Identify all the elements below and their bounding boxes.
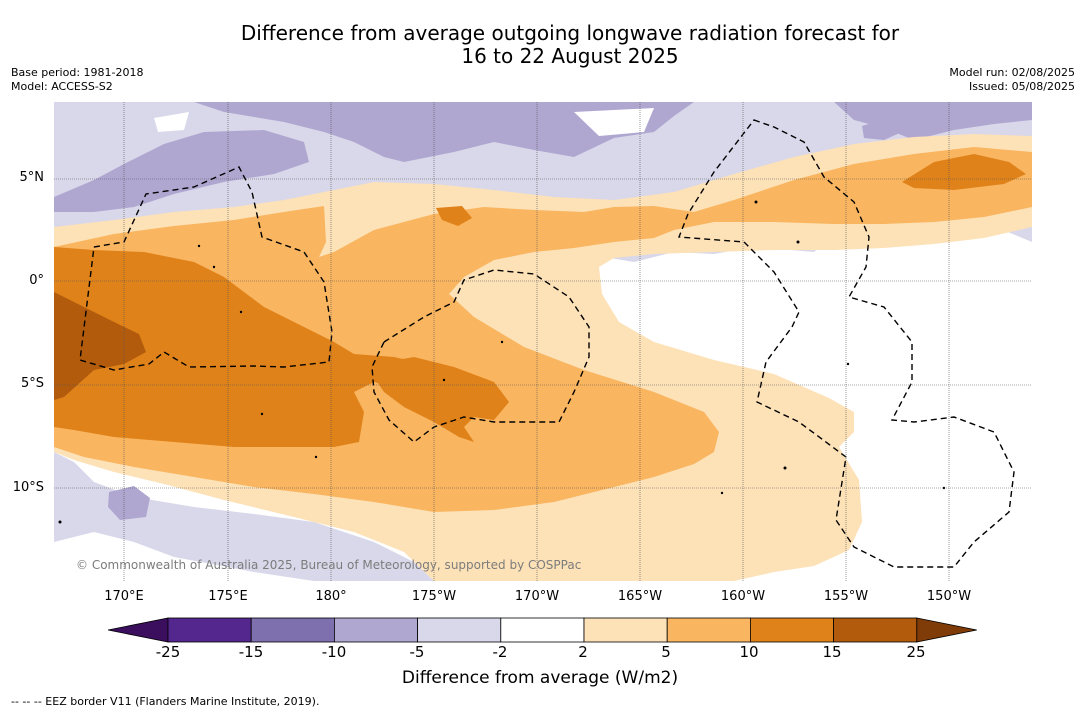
eez-border-west [79, 166, 333, 371]
colorbar-tick: 25 [906, 643, 926, 661]
model-text: Model: ACCESS-S2 [11, 80, 113, 93]
colorbar-extend-high [916, 617, 977, 643]
region-positive-strong-west [54, 247, 434, 447]
island-dot [58, 520, 62, 524]
eez-legend-note: -- -- -- EEZ border V11 (Flanders Marine… [11, 695, 320, 708]
island-dot [212, 265, 216, 269]
colorbar-tick: 10 [739, 643, 759, 661]
colorbar-tick: -15 [238, 643, 264, 661]
lon-label-160w: 160°W [720, 589, 766, 604]
colorbar-segment [250, 617, 335, 643]
island-dot [442, 378, 446, 382]
colorbar-extend-low [107, 617, 169, 643]
colorbar-segment [666, 617, 751, 643]
eez-border-central [371, 269, 590, 443]
lon-label-175e: 175°E [208, 589, 248, 604]
colorbar-tick: -25 [155, 643, 181, 661]
island-dot [239, 310, 243, 314]
lon-label-150w: 150°W [926, 589, 972, 604]
colorbar-segment [583, 617, 668, 643]
lon-label-155w: 155°W [823, 589, 869, 604]
colorbar-segment [833, 617, 918, 643]
islands [58, 200, 946, 524]
map-title: Difference from average outgoing longwav… [130, 22, 1010, 68]
region-positive-strong-central [374, 357, 509, 442]
olr-anomaly-map [54, 102, 1032, 581]
island-dot [720, 491, 724, 495]
island-dot [197, 244, 201, 248]
colorbar-segment [750, 617, 835, 643]
region-negative-north-strong-4 [862, 116, 902, 140]
island-dot [796, 240, 800, 244]
region-negative-north-strong [54, 130, 309, 212]
island-dot [314, 455, 318, 459]
colorbar-tick: 5 [661, 643, 671, 661]
region-positive-very-strong [54, 292, 146, 400]
lat-label-0: 0° [29, 273, 44, 288]
island-dot [754, 200, 758, 204]
region-positive-strong-east [902, 154, 1026, 190]
base-period-text: Base period: 1981-2018 [11, 66, 144, 79]
island-dot [260, 412, 264, 416]
colorbar-segment [500, 617, 585, 643]
region-negative-north-strong-3 [834, 102, 1032, 140]
lon-label-170e: 170°E [104, 589, 144, 604]
eez-borders [79, 119, 1015, 568]
colorbar-segment [333, 617, 418, 643]
meta-left: Base period: 1981-2018 Model: ACCESS-S2 [11, 66, 143, 94]
colorbar-tick: -5 [409, 643, 425, 661]
colorbar-svg [107, 617, 977, 643]
colorbar-tick: 15 [822, 643, 842, 661]
model-run-text: Model run: 02/08/2025 [949, 66, 1075, 79]
colorbar-label: Difference from average (W/m2) [401, 668, 679, 688]
region-neutral-north-2 [154, 112, 189, 132]
island-dot [500, 340, 504, 344]
lat-label-5n: 5°N [19, 170, 45, 185]
issued-text: Issued: 05/08/2025 [968, 80, 1075, 93]
region-neutral-north-1 [574, 108, 654, 136]
lon-label-180: 180° [315, 589, 347, 604]
lon-label-165w: 165°W [617, 589, 663, 604]
colorbar-segment [167, 617, 252, 643]
colorbar [107, 616, 978, 648]
island-dot [783, 466, 787, 470]
lat-label-10s: 10°S [12, 480, 44, 495]
region-positive-strong-patch-1 [436, 206, 472, 226]
lat-label-5s: 5°S [20, 376, 44, 391]
meta-right: Model run: 02/08/2025 Issued: 05/08/2025 [949, 66, 1075, 94]
colorbar-tick: -10 [321, 643, 347, 661]
region-negative-north-strong-2 [194, 102, 694, 162]
region-neutral-south [54, 532, 314, 581]
map-title-line1: Difference from average outgoing longwav… [240, 21, 900, 45]
map-canvas [54, 102, 1032, 581]
map-title-line2: 16 to 22 August 2025 [461, 44, 679, 68]
graticule [54, 102, 1032, 581]
lon-label-170w: 170°W [514, 589, 560, 604]
colorbar-segments [107, 617, 977, 643]
colorbar-tick: 2 [578, 643, 588, 661]
copyright-credit: © Commonwealth of Australia 2025, Bureau… [76, 558, 582, 572]
island-dot [846, 362, 850, 366]
colorbar-tick: -2 [492, 643, 508, 661]
colorbar-segment [417, 617, 502, 643]
lon-label-175w: 175°W [411, 589, 457, 604]
eez-border-east [678, 119, 1015, 568]
region-negative-south-strong [108, 486, 150, 520]
